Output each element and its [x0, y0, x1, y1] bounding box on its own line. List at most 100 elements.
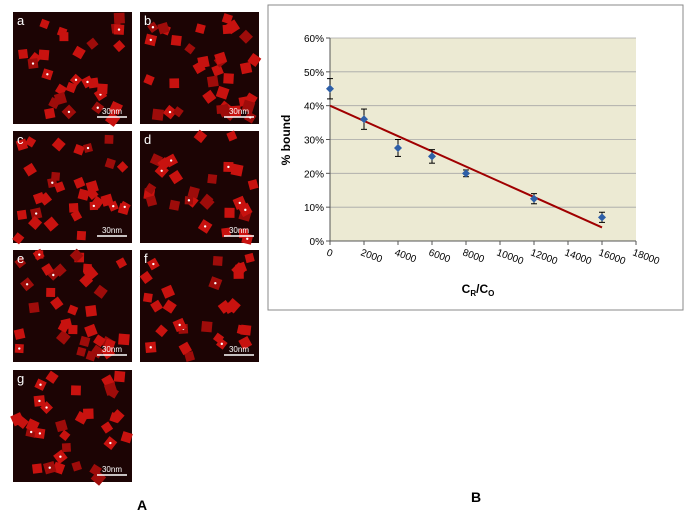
bound-dot — [123, 205, 126, 209]
bound-dot — [117, 28, 121, 31]
origami-tile — [59, 32, 69, 42]
origami-tile — [238, 335, 253, 350]
data-point — [394, 143, 402, 152]
x-label-sub: R — [470, 289, 476, 298]
origami-tile — [107, 386, 119, 399]
origami-tile — [76, 346, 87, 357]
origami-tile — [193, 129, 208, 144]
x-label-part: C — [462, 282, 471, 296]
afm-image — [140, 131, 259, 243]
origami-tile — [77, 188, 90, 201]
panel-label: g — [17, 371, 24, 386]
bound-dot — [160, 169, 163, 172]
trendline — [329, 104, 603, 229]
figure-label: B — [471, 489, 481, 505]
origami-tile — [178, 341, 193, 356]
x-axis-label: CR/CO — [462, 282, 495, 298]
origami-tile — [103, 338, 116, 351]
origami-tile — [108, 100, 123, 116]
origami-tile — [145, 195, 158, 207]
bound-dot — [149, 346, 152, 349]
origami-tile — [238, 325, 248, 335]
bound-dot — [244, 208, 247, 212]
bound-dot — [48, 466, 51, 469]
origami-tile — [150, 299, 163, 313]
bound-dot — [246, 237, 249, 241]
origami-tile — [211, 63, 224, 77]
origami-tile — [241, 99, 256, 114]
y-tick-label: 10% — [304, 203, 324, 214]
origami-tile — [162, 299, 177, 314]
origami-tile — [25, 418, 40, 433]
origami-tile — [46, 287, 56, 297]
panel-label: a — [17, 13, 25, 28]
origami-tile — [206, 75, 219, 88]
bound-dot — [51, 181, 54, 184]
y-tick-label: 50% — [304, 68, 324, 79]
origami-tile — [97, 83, 108, 95]
x-label-sub: O — [488, 289, 494, 298]
origami-tile — [120, 431, 133, 444]
origami-tile — [142, 292, 153, 303]
bound-dot — [168, 110, 172, 114]
origami-tile — [139, 270, 153, 285]
origami-tile — [86, 187, 99, 201]
origami-tile — [60, 318, 73, 331]
data-point — [360, 115, 368, 124]
origami-tile — [14, 256, 27, 269]
y-tick-label: 30% — [304, 136, 324, 147]
origami-tile — [24, 136, 37, 148]
origami-tile — [55, 329, 71, 345]
origami-tile — [45, 370, 59, 384]
origami-tile — [50, 296, 64, 310]
panel-label: f — [144, 251, 148, 266]
origami-tile — [231, 262, 247, 278]
origami-tile — [32, 191, 46, 205]
origami-tile — [16, 209, 28, 220]
origami-tile — [223, 73, 234, 84]
origami-tile — [184, 351, 196, 362]
scale-label: 30nm — [102, 345, 122, 354]
bound-dot — [86, 80, 89, 84]
panel-label: e — [17, 251, 24, 266]
origami-tile — [157, 21, 170, 35]
origami-tile — [222, 24, 233, 35]
origami-tile — [116, 161, 129, 173]
origami-tile — [93, 284, 108, 299]
origami-tile — [214, 51, 228, 65]
scale-label: 30nm — [102, 465, 122, 474]
origami-tile — [90, 470, 107, 486]
origami-tile — [115, 257, 128, 269]
origami-tile — [212, 255, 223, 266]
origami-tile — [65, 81, 77, 94]
origami-tile — [15, 138, 29, 151]
origami-tile — [86, 37, 99, 50]
data-point — [428, 152, 436, 161]
origami-tile — [104, 157, 116, 170]
origami-tile — [104, 111, 121, 127]
bound-dot — [187, 199, 191, 202]
panel-label: c — [17, 132, 24, 147]
data-point — [462, 169, 470, 178]
y-tick-label: 20% — [304, 169, 324, 180]
origami-tile — [118, 333, 130, 346]
origami-tile — [59, 429, 71, 442]
origami-tile — [157, 157, 171, 171]
origami-tile — [85, 180, 99, 194]
origami-tile — [113, 370, 126, 383]
origami-tile — [72, 45, 86, 60]
origami-tile — [15, 415, 29, 430]
bound-dot — [178, 323, 181, 327]
bound-dot — [96, 106, 99, 109]
bound-dot — [151, 26, 155, 29]
origami-tile — [93, 334, 106, 348]
origami-tile — [169, 199, 181, 211]
origami-tile — [239, 61, 253, 75]
origami-tile — [71, 460, 82, 472]
origami-tile — [161, 284, 176, 299]
data-point — [530, 194, 538, 203]
origami-tile — [83, 408, 94, 420]
bound-dot — [67, 110, 71, 114]
bound-dot — [203, 225, 207, 228]
